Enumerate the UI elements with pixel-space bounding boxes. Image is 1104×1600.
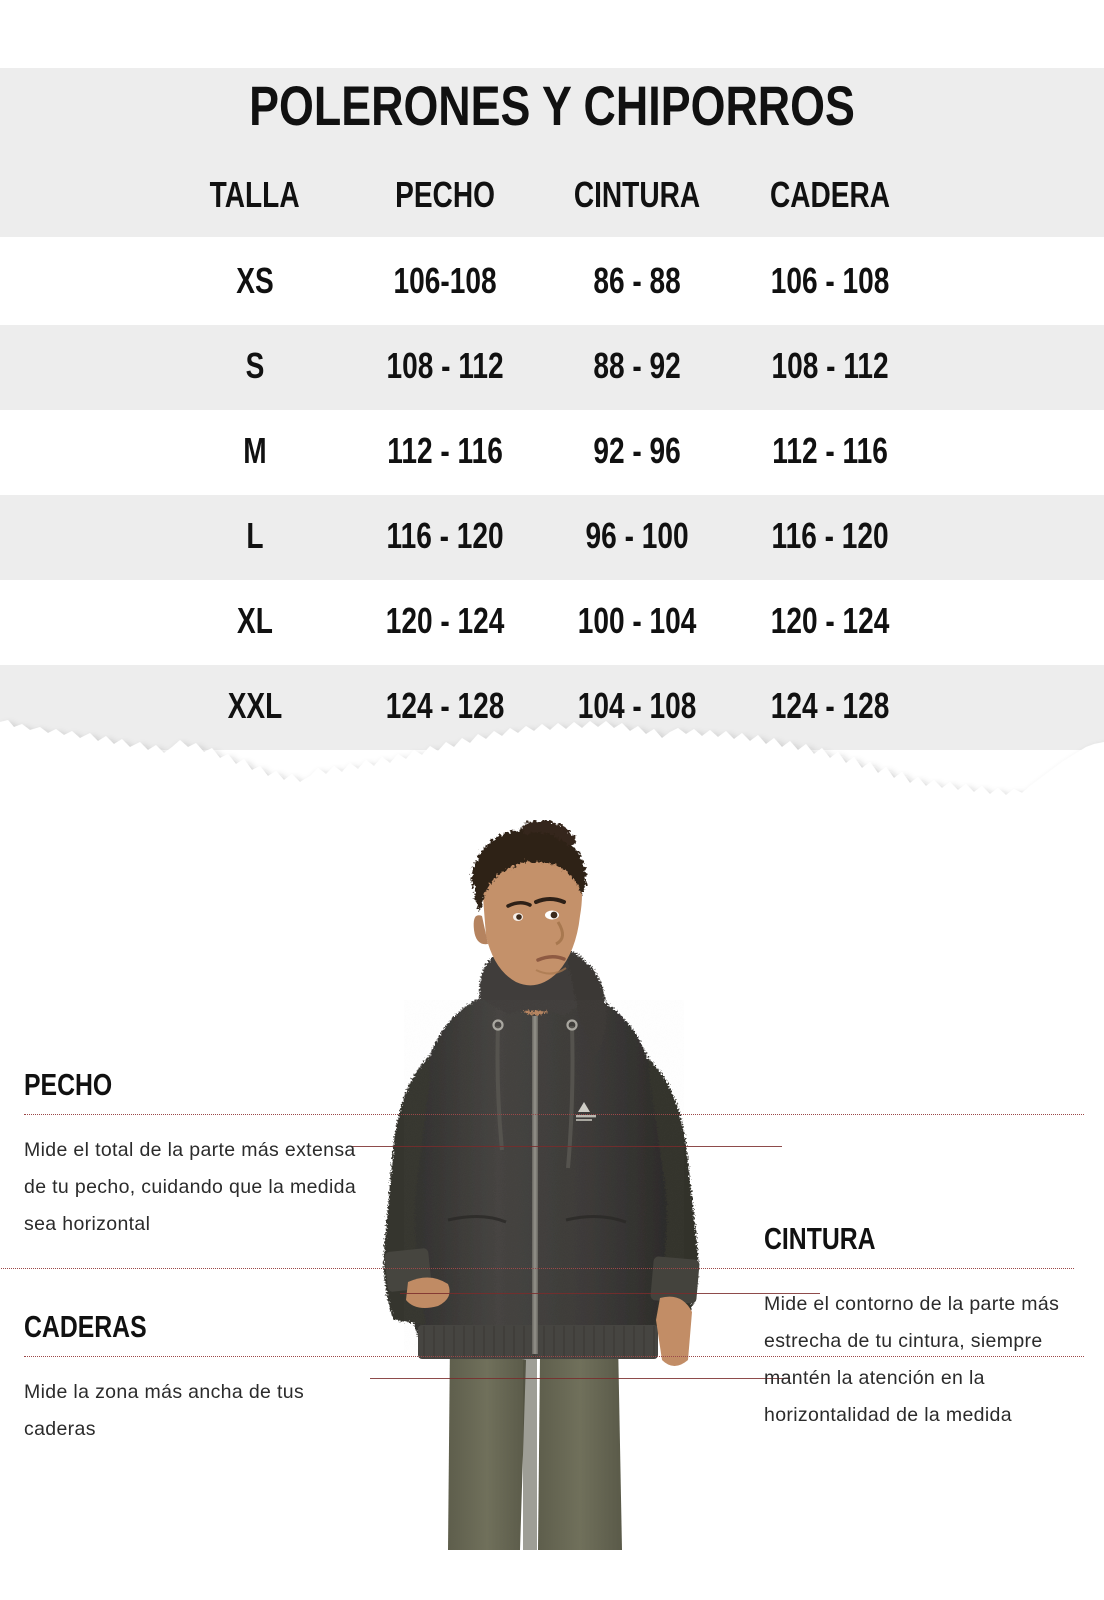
column-header-talla: TALLA bbox=[210, 174, 300, 215]
cell-cintura: 92 - 96 bbox=[593, 430, 681, 471]
cell-cadera: 124 - 128 bbox=[770, 685, 890, 726]
row-band-xs bbox=[0, 237, 1104, 325]
column-header-cadera: CADERA bbox=[769, 174, 891, 215]
cell-pecho: 116 - 120 bbox=[386, 515, 504, 556]
cell-pecho: 124 - 128 bbox=[385, 685, 505, 726]
cell-cintura: 86 - 88 bbox=[593, 260, 681, 301]
table-row: XXL 124 - 128 104 - 108 124 - 128 bbox=[0, 683, 1104, 729]
row-band-l bbox=[0, 495, 1104, 580]
row-band-xl bbox=[0, 580, 1104, 665]
cell-pecho: 112 - 116 bbox=[387, 430, 503, 471]
measure-description-caderas: Mide la zona más ancha de tus caderas bbox=[24, 1381, 305, 1440]
cell-cintura: 96 - 100 bbox=[585, 515, 689, 556]
table-row: M 112 - 116 92 - 96 112 - 116 bbox=[0, 428, 1104, 474]
cell-talla: S bbox=[245, 345, 265, 386]
row-band-m bbox=[0, 410, 1104, 495]
table-row: L 116 - 120 96 - 100 116 - 120 bbox=[0, 513, 1104, 559]
model-photo bbox=[330, 820, 800, 1550]
table-row: XS 106-108 86 - 88 106 - 108 bbox=[0, 258, 1104, 304]
row-band-s bbox=[0, 325, 1104, 410]
cell-pecho: 108 - 112 bbox=[386, 345, 504, 386]
cell-cintura: 88 - 92 bbox=[593, 345, 681, 386]
guide-line-cintura bbox=[400, 1293, 820, 1294]
cell-cintura: 104 - 108 bbox=[577, 685, 697, 726]
cell-talla: XXL bbox=[227, 685, 283, 726]
cell-talla: XS bbox=[236, 260, 274, 301]
cell-talla: L bbox=[246, 515, 264, 556]
cell-cadera: 112 - 116 bbox=[772, 430, 888, 471]
divider-cintura bbox=[0, 1268, 1074, 1269]
cell-talla: XL bbox=[237, 600, 273, 641]
measure-block-caderas: CADERAS Mide la zona más ancha de tus ca… bbox=[24, 1309, 1084, 1448]
page-title: POLERONES Y CHIPORROS bbox=[249, 74, 855, 137]
table-row: XL 120 - 124 100 - 104 120 - 124 bbox=[0, 598, 1104, 644]
measure-title-pecho: PECHO bbox=[24, 1067, 113, 1102]
table-header-row: TALLA PECHO CINTURA CADERA bbox=[0, 170, 1104, 220]
cell-cadera: 120 - 124 bbox=[770, 600, 890, 641]
table-row: S 108 - 112 88 - 92 108 - 112 bbox=[0, 343, 1104, 389]
measure-description-cintura: Mide el contorno de la parte más estrech… bbox=[764, 1293, 1060, 1426]
guide-line-caderas bbox=[370, 1378, 790, 1379]
measure-description-pecho: Mide el total de la parte más extensa de… bbox=[24, 1139, 357, 1235]
size-table-section: POLERONES Y CHIPORROS TALLA PECHO CINTUR… bbox=[0, 0, 1104, 750]
guide-line-pecho bbox=[352, 1146, 782, 1147]
cell-talla: M bbox=[243, 430, 267, 471]
column-header-pecho: PECHO bbox=[395, 174, 495, 215]
divider-caderas bbox=[24, 1356, 1084, 1357]
cell-cadera: 108 - 112 bbox=[771, 345, 889, 386]
table-header-band bbox=[0, 68, 1104, 237]
cell-cadera: 116 - 120 bbox=[771, 515, 889, 556]
measure-title-caderas: CADERAS bbox=[24, 1309, 147, 1344]
cell-pecho: 106-108 bbox=[393, 260, 497, 301]
cell-cadera: 106 - 108 bbox=[770, 260, 890, 301]
divider-pecho bbox=[24, 1114, 1084, 1115]
measure-title-cintura: CINTURA bbox=[764, 1221, 876, 1256]
cell-cintura: 100 - 104 bbox=[577, 600, 697, 641]
measure-block-cintura: CINTURA Mide el contorno de la parte más… bbox=[0, 1221, 1084, 1434]
column-header-cintura: CINTURA bbox=[573, 174, 701, 215]
measure-block-pecho: PECHO Mide el total de la parte más exte… bbox=[24, 1067, 1084, 1243]
cell-pecho: 120 - 124 bbox=[385, 600, 505, 641]
